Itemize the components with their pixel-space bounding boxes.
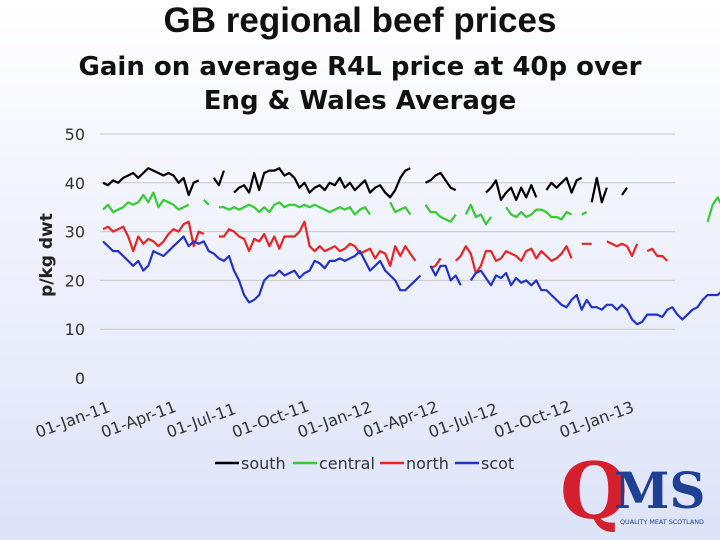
x-tick-label: 01-Apr-12 (360, 397, 440, 442)
qms-logo: Q MS QUALITY MEAT SCOTLAND (560, 454, 705, 534)
slide-title: GB regional beef prices (163, 1, 557, 40)
y-tick-label: 40 (65, 174, 85, 193)
slide-subtitle: Gain on average R4L price at 40p over En… (0, 50, 720, 118)
legend-item-central: central (293, 454, 375, 473)
legend-item-scot: scot (455, 454, 514, 473)
y-tick-label: 30 (65, 223, 85, 242)
y-tick-label: 0 (75, 369, 85, 388)
y-tick-labels: 0 10 20 30 40 50 (65, 125, 85, 388)
y-tick-label: 50 (65, 125, 85, 144)
series-line-north (102, 220, 669, 275)
subtitle-line-1: Gain on average R4L price at 40p over (78, 52, 642, 82)
logo-tagline: QUALITY MEAT SCOTLAND (620, 518, 704, 526)
legend-label: north (406, 454, 449, 473)
legend-item-north: north (380, 454, 449, 473)
x-tick-label: 01-Jan-11 (33, 397, 113, 441)
y-axis-label: p/kg dwt (37, 213, 57, 297)
series-line-central (102, 191, 720, 226)
x-tick-labels: 01-Jan-1101-Apr-1101-Jul-1101-Oct-1101-J… (33, 396, 637, 441)
logo-q-letter: Q (560, 454, 628, 534)
legend: south central north scot (215, 454, 514, 473)
subtitle-line-2: Eng & Wales Average (203, 86, 517, 116)
y-tick-label: 20 (65, 271, 85, 290)
series-lines (102, 167, 720, 326)
legend-label: central (319, 454, 375, 473)
legend-item-south: south (215, 454, 286, 473)
series-line-scot (102, 235, 720, 326)
y-tick-label: 10 (65, 320, 85, 339)
legend-label: south (241, 454, 286, 473)
legend-label: scot (481, 454, 514, 473)
logo-ms-letters: MS (614, 461, 705, 520)
x-tick-label: 01-Apr-11 (98, 397, 178, 442)
grid-lines (100, 133, 675, 330)
series-line-south (102, 167, 628, 204)
